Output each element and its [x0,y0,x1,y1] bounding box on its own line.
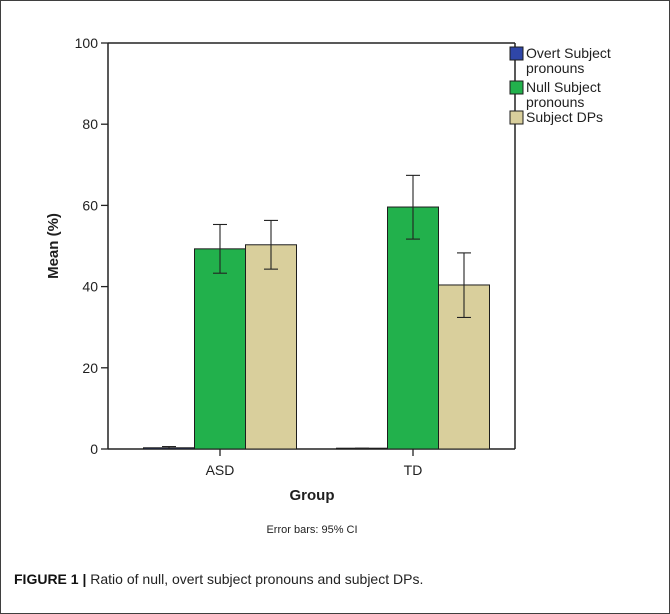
legend-label: Overt Subject [526,45,611,61]
x-axis-ticks: ASD TD [206,449,423,478]
y-tick-label: 100 [75,35,99,51]
error-bars-note: Error bars: 95% CI [266,524,357,536]
bars-layer [143,206,490,450]
legend-label: Subject DPs [526,109,603,125]
figure-caption: FIGURE 1 | Ratio of null, overt subject … [14,571,423,587]
error-bars-note-container: Error bars: 95% CI [266,524,357,536]
figure-caption-text: Ratio of null, overt subject pronouns an… [86,571,424,587]
y-tick-label: 80 [82,116,98,132]
legend-label: pronouns [526,94,584,110]
x-tick-label: TD [404,462,423,478]
bar-null-subject-pronouns-asd [194,248,246,450]
legend-swatch-null-subject-pronouns [509,80,524,95]
y-tick-label: 60 [82,197,98,213]
bar-null-subject-pronouns-td [387,206,439,450]
y-axis-ticks: 0 20 40 60 80 100 [75,35,108,457]
error-bars-layer [162,174,471,450]
bar-subject-dps-asd [245,244,297,450]
legend-swatch-overt-subject-pronouns [509,46,524,61]
x-tick-label: ASD [206,462,235,478]
y-tick-label: 40 [82,279,98,295]
x-axis-title: Group [290,487,335,504]
y-axis-title: Mean (%) [45,213,62,279]
y-tick-label: 20 [82,360,98,376]
legend-swatch-subject-dps [509,110,524,125]
y-tick-label: 0 [90,441,98,457]
legend-label: pronouns [526,60,584,76]
legend-label: Null Subject [526,79,601,95]
figure-caption-label: FIGURE 1 | [14,571,87,587]
